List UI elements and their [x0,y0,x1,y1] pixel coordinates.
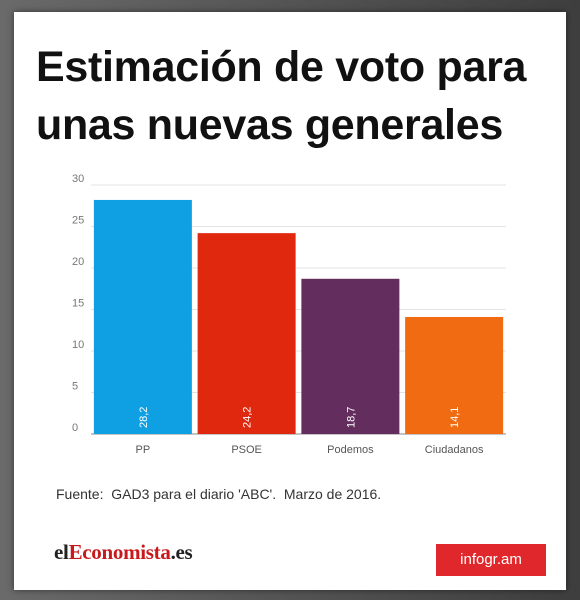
infographic-card: Estimación de voto para unas nuevas gene… [14,12,566,590]
bar-value-label: 14,1 [449,407,461,428]
x-tick-label: Ciudadanos [425,444,484,456]
y-tick-label: 5 [72,381,78,393]
x-tick-label: Podemos [327,444,374,456]
bar-psoe[interactable] [197,233,296,434]
logo-part-el: el [54,540,69,564]
chart-title: Estimación de voto para unas nuevas gene… [36,38,556,154]
y-tick-label: 30 [72,173,84,185]
y-tick-label: 20 [72,256,84,268]
bar-pp[interactable] [93,199,192,434]
bar-value-label: 28,2 [138,407,150,428]
y-tick-label: 0 [72,422,78,434]
x-tick-label: PP [136,444,151,456]
infogram-badge[interactable]: infogr.am [436,544,546,576]
eleconomista-logo[interactable]: elEconomista.es [54,540,193,565]
logo-part-es: .es [170,540,193,564]
bar-ciudadanos[interactable] [405,316,504,434]
bar-chart: 0 5 10 15 20 25 30 28,2 PP 24,2 PSOE 18,7 Podemos 14,… [72,173,506,456]
bar-value-label: 24,2 [242,407,254,428]
chart-title-line-1: Estimación de voto para [36,43,527,91]
logo-part-economista: Economista [68,540,171,564]
x-tick-label: PSOE [231,444,262,456]
y-tick-label: 25 [72,215,84,227]
source-note: Fuente: GAD3 para el diario 'ABC'. Marzo… [56,486,382,502]
bar-value-label: 18,7 [345,407,357,428]
bar-podemos[interactable] [301,278,400,434]
y-tick-label: 10 [72,339,84,351]
y-tick-label: 15 [72,298,84,310]
chart-title-line-2: unas nuevas generales [36,101,503,149]
